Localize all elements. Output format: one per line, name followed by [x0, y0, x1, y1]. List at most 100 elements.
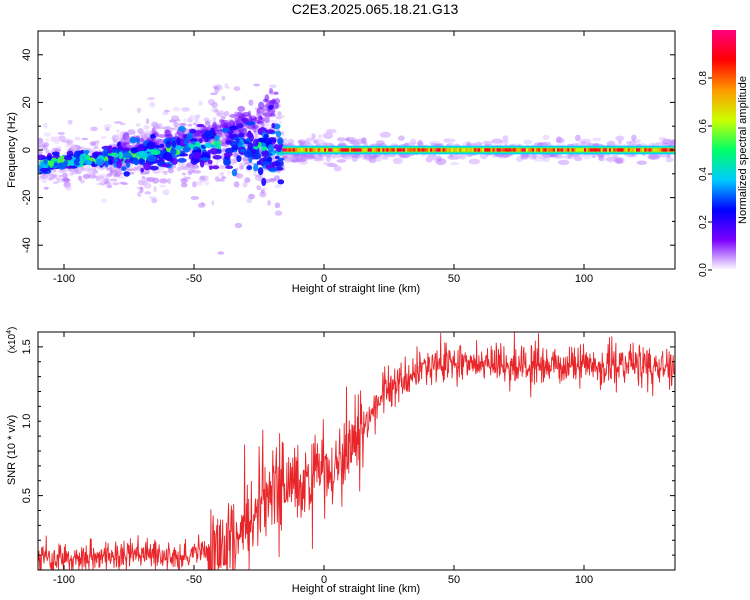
- heatmap-cell: [113, 169, 118, 176]
- heatmap-cell: [336, 137, 346, 142]
- heatmap-cell: [534, 148, 537, 152]
- heatmap-cell: [352, 140, 360, 147]
- heatmap-cell: [574, 142, 586, 146]
- snr-series-line: [38, 332, 675, 570]
- heatmap-cell: [606, 140, 616, 146]
- x-tick-label: 50: [448, 574, 460, 586]
- x-tick-label: -100: [53, 574, 75, 586]
- heatmap-cell: [350, 154, 363, 159]
- heatmap-cell: [93, 146, 99, 149]
- heatmap-cell: [409, 138, 417, 145]
- heatmap-cell: [131, 143, 136, 148]
- heatmap-cell: [274, 210, 283, 216]
- heatmap-cell: [374, 156, 383, 162]
- heatmap-cell: [78, 175, 82, 181]
- heatmap-cell: [243, 150, 253, 158]
- heatmap-cell: [442, 138, 450, 143]
- heatmap-cell: [80, 166, 85, 171]
- heatmap-cell: [187, 123, 193, 127]
- heatmap-cell: [613, 148, 616, 152]
- heatmap-cell: [515, 148, 518, 152]
- heatmap-cell: [274, 184, 282, 189]
- heatmap-cell: [419, 148, 422, 152]
- heatmap-cell: [179, 165, 187, 170]
- heatmap-cell: [517, 148, 520, 152]
- heatmap-cell: [229, 140, 236, 147]
- heatmap-cell: [137, 191, 142, 198]
- heatmap-cell: [178, 125, 186, 132]
- heatmap-cell: [248, 99, 254, 106]
- heatmap-cell: [644, 148, 647, 152]
- heatmap-cell: [180, 178, 188, 184]
- heatmap-cell: [303, 148, 306, 152]
- heatmap-cell: [346, 148, 350, 152]
- heatmap-cell: [328, 148, 331, 152]
- heatmap-cell: [62, 172, 68, 179]
- heatmap-cell: [136, 144, 145, 152]
- heatmap-cell: [153, 124, 161, 129]
- heatmap-cell: [467, 148, 470, 152]
- heatmap-cell: [125, 162, 131, 168]
- heatmap-cell: [648, 148, 651, 152]
- y-tick-label: -20: [21, 190, 33, 206]
- heatmap-cell: [163, 170, 168, 176]
- heatmap-cell: [411, 148, 414, 152]
- heatmap-cell: [275, 130, 282, 138]
- heatmap-cell: [498, 148, 501, 152]
- heatmap-cell: [569, 148, 572, 152]
- heatmap-cell: [355, 138, 365, 145]
- heatmap-cell: [425, 156, 433, 163]
- heatmap-cell: [296, 157, 307, 163]
- heatmap-cell: [286, 148, 289, 152]
- heatmap-cell: [141, 176, 146, 180]
- spectrogram-y-label: Frequency (Hz): [6, 112, 18, 188]
- heatmap-cell: [305, 137, 315, 142]
- heatmap-cell: [236, 123, 244, 129]
- heatmap-cell: [53, 162, 58, 167]
- heatmap-cell: [167, 178, 172, 184]
- heatmap-cell: [263, 112, 272, 119]
- heatmap-cell: [344, 148, 347, 152]
- heatmap-cell: [294, 148, 298, 152]
- heatmap-cell: [405, 141, 417, 146]
- heatmap-cell: [540, 148, 543, 152]
- heatmap-cell: [92, 152, 99, 158]
- heatmap-cell: [268, 167, 278, 172]
- heatmap-cell: [548, 148, 551, 152]
- heatmap-cell: [162, 111, 169, 116]
- heatmap-cell: [103, 181, 112, 185]
- heatmap-cell: [563, 148, 566, 152]
- heatmap-cell: [198, 100, 203, 106]
- heatmap-cell: [359, 137, 367, 142]
- spectrogram-x-label: Height of straight line (km): [292, 283, 420, 295]
- heatmap-cell: [428, 140, 441, 145]
- heatmap-cell: [490, 148, 493, 152]
- colorbar-tick-label: 0.4: [698, 167, 709, 181]
- heatmap-cell: [58, 135, 66, 142]
- heatmap-cell: [300, 155, 309, 162]
- heatmap-cell: [43, 186, 49, 190]
- heatmap-cell: [449, 154, 454, 160]
- heatmap-cell: [502, 148, 506, 152]
- heatmap-cell: [74, 136, 81, 141]
- heatmap-cell: [234, 111, 239, 117]
- heatmap-cell: [345, 137, 351, 142]
- heatmap-cell: [261, 121, 265, 129]
- heatmap-cell: [659, 154, 670, 158]
- heatmap-cell: [211, 101, 218, 109]
- snr-plot-area: [38, 332, 675, 570]
- heatmap-cell: [146, 118, 150, 125]
- heatmap-cell: [165, 140, 172, 149]
- heatmap-cell: [299, 153, 305, 157]
- x-tick-label: 100: [575, 273, 593, 285]
- heatmap-cell: [647, 154, 659, 160]
- heatmap-cell: [147, 155, 157, 162]
- heatmap-cell: [170, 148, 177, 156]
- heatmap-cell: [428, 148, 431, 152]
- heatmap-cell: [355, 148, 358, 152]
- heatmap-cell: [533, 157, 546, 162]
- heatmap-cell: [594, 148, 597, 152]
- heatmap-cell: [372, 153, 380, 159]
- heatmap-cell: [164, 133, 173, 139]
- heatmap-cell: [633, 148, 637, 152]
